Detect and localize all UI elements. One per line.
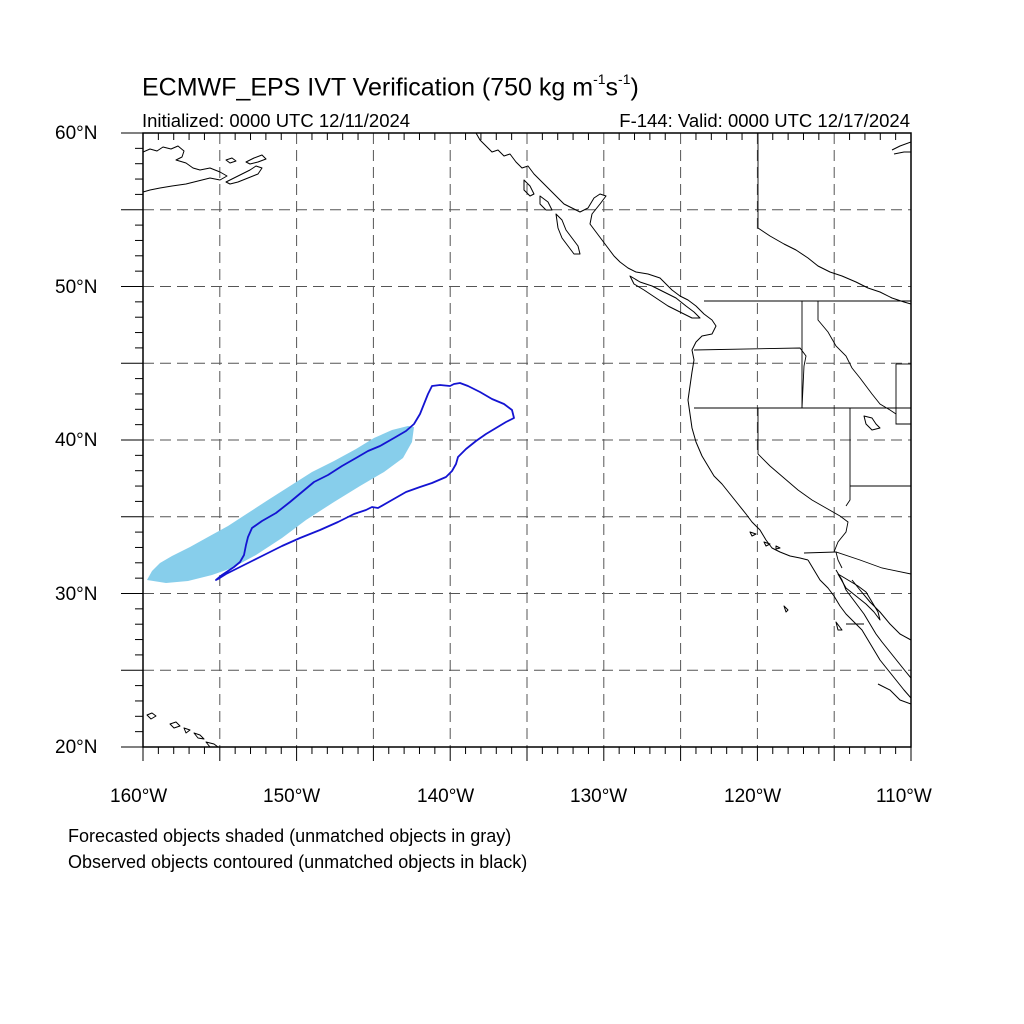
title-exponent-2: -1 [618,71,631,87]
lat-label-50n: 50°N [55,277,98,298]
lon-label-150w: 150°W [263,786,321,807]
chart-title: ECMWF_EPS IVT Verification (750 kg m-1s-… [142,71,639,102]
political-borders [693,133,911,625]
forecast-object [147,426,414,583]
lon-label-160w: 160°W [110,786,168,807]
initialized-label: Initialized: 0000 UTC 12/11/2024 [142,110,411,131]
lat-label-30n: 30°N [55,584,98,605]
observed-object-contour [215,382,515,581]
coastlines [143,133,911,747]
lon-label-130w: 130°W [570,786,628,807]
title-exponent-1: -1 [593,71,606,87]
lon-label-120w: 120°W [724,786,782,807]
lat-label-20n: 20°N [55,737,98,758]
observed-note: Observed objects contoured (unmatched ob… [68,852,528,872]
title-main: ECMWF_EPS IVT Verification (750 kg m [142,73,594,102]
lon-label-110w: 110°W [876,786,932,807]
valid-time-label: F-144: Valid: 0000 UTC 12/17/2024 [619,110,910,131]
lat-label-40n: 40°N [55,430,98,451]
forecast-note: Forecasted objects shaded (unmatched obj… [68,826,512,846]
lat-label-60n: 60°N [55,123,98,144]
axis-ticks [121,132,912,761]
title-end: ) [630,73,639,102]
lon-label-140w: 140°W [417,786,475,807]
title-mid: s [605,73,619,102]
gridlines [143,133,911,747]
